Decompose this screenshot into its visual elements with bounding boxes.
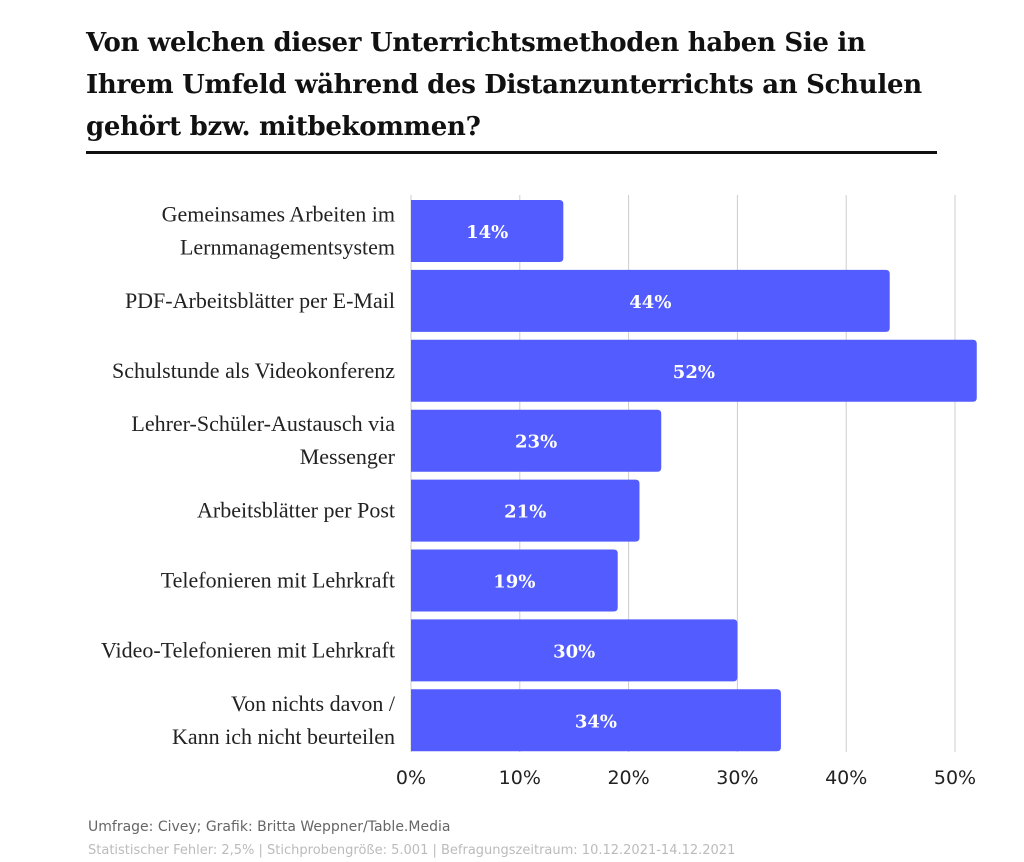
x-tick-label: 30% [716, 767, 758, 789]
bar [411, 200, 564, 262]
category-label: Lehrer-Schüler-Austausch via [131, 411, 395, 436]
bar-value-label: 19% [493, 572, 535, 593]
bar [411, 409, 662, 472]
category-label: Messenger [300, 444, 396, 469]
bar-value-label: 23% [515, 432, 557, 453]
x-tick-label: 10% [499, 767, 541, 789]
chart-title: Von welchen dieser Unterrichtsmethoden h… [86, 28, 922, 142]
bar-chart: 0% 10% 20% 30% 40% 50% 14% Gemeinsames Arbeiten… [101, 195, 977, 789]
x-tick-label: 0% [396, 767, 426, 789]
bar [411, 549, 618, 612]
title-underline [86, 151, 937, 154]
source-text: Umfrage: Civey; Grafik: Britta Weppner/T… [88, 819, 451, 835]
bar [411, 269, 890, 332]
category-label: Lernmanagementsystem [180, 235, 395, 260]
category-label: PDF-Arbeitsblätter per E-Mail [125, 288, 395, 313]
bar-value-label: 44% [629, 292, 671, 313]
category-label: Schulstunde als Videokonferenz [112, 358, 395, 383]
bar-value-label: 30% [553, 641, 595, 662]
methodology-note: Statistischer Fehler: 2,5% | Stichproben… [88, 843, 736, 858]
bar [411, 619, 738, 682]
x-tick-label: 40% [825, 767, 867, 789]
bar [411, 339, 977, 402]
bar-value-label: 34% [575, 711, 617, 732]
category-label: Von nichts davon / [231, 691, 396, 716]
category-label: Telefonieren mit Lehrkraft [161, 568, 395, 593]
bar-value-label: 21% [504, 502, 546, 523]
x-tick-label: 50% [934, 767, 976, 789]
category-label: Gemeinsames Arbeiten im [162, 202, 395, 227]
category-label: Arbeitsblätter per Post [197, 498, 395, 523]
bar-value-label: 14% [466, 222, 508, 243]
bar [411, 479, 640, 542]
bar [411, 689, 781, 752]
category-label: Kann ich nicht beurteilen [172, 724, 395, 749]
category-label: Video-Telefonieren mit Lehrkraft [101, 637, 395, 662]
x-tick-label: 20% [607, 767, 649, 789]
bar-value-label: 52% [673, 362, 715, 383]
